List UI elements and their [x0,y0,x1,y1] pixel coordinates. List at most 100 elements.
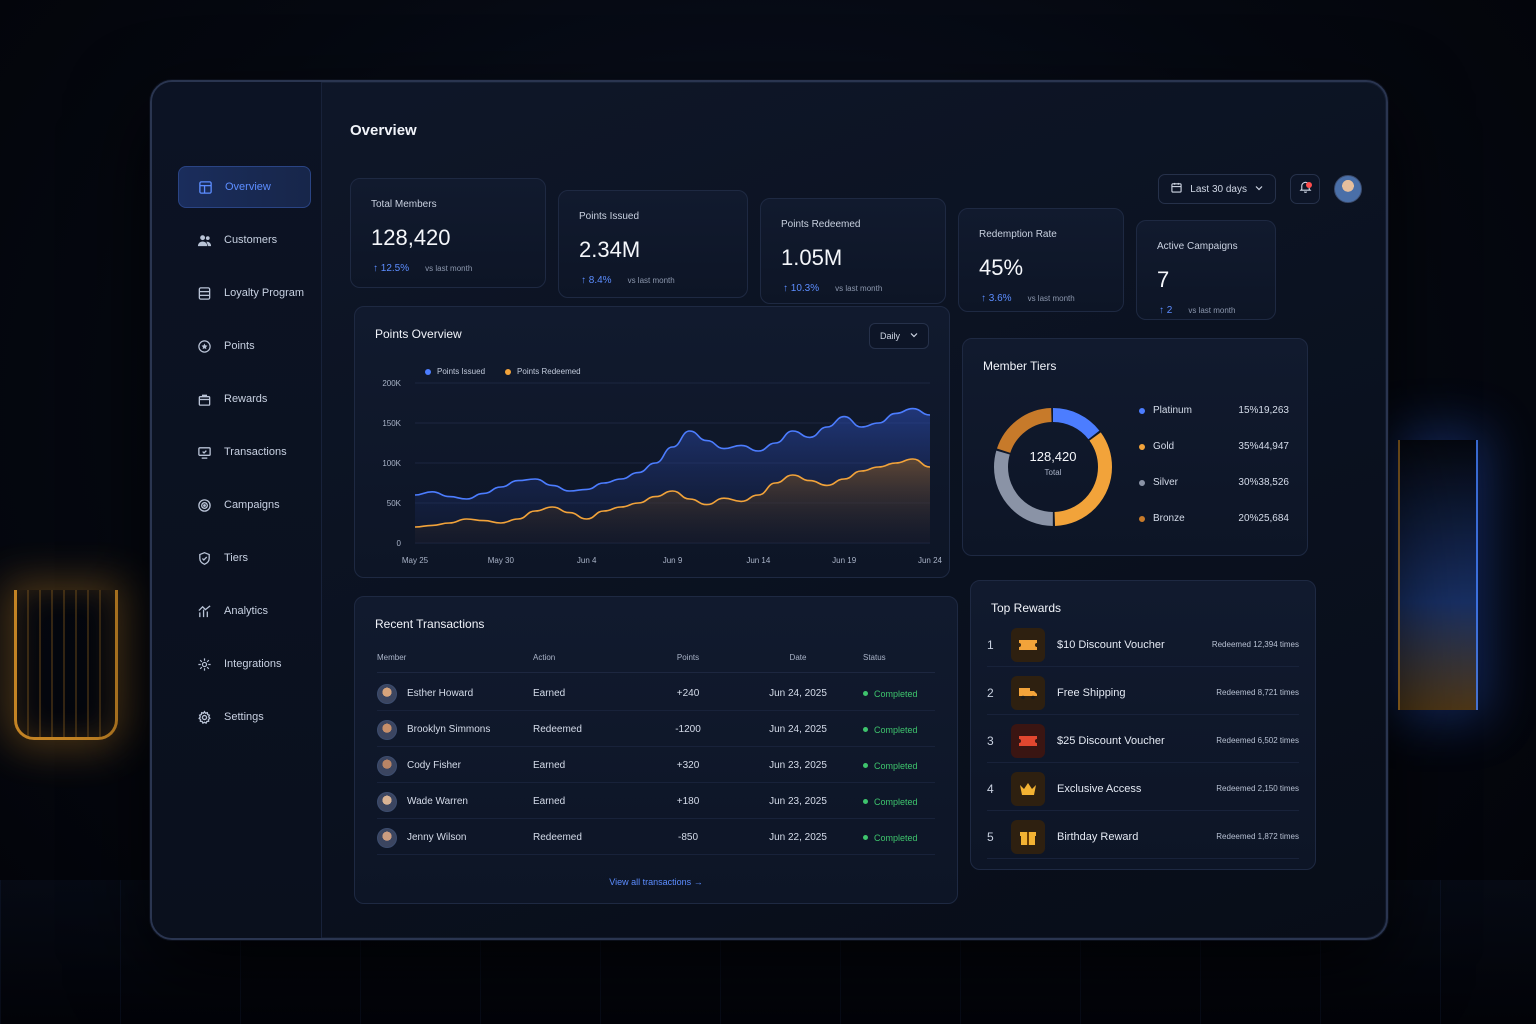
table-row[interactable]: Cody Fisher Earned +320 Jun 23, 2025 Complet… [377,749,935,783]
reward-item[interactable]: 4 Exclusive Access Redeemed 2,150 times [987,767,1299,811]
ambient-glow-left [14,590,118,740]
table-row[interactable]: Esther Howard Earned +240 Jun 24, 2025 Compl… [377,677,935,711]
stat-label: Total Members [371,199,437,210]
truck-icon [1011,675,1045,710]
reward-count: Redeemed 6,502 times [1216,736,1299,745]
action-cell: Earned [533,760,566,771]
shield-check-icon [196,550,212,566]
sidebar-item-points[interactable]: Points [178,325,311,367]
sidebar: Overview Customers Loyalty Program Point… [152,82,322,938]
points-cell: -850 [677,832,698,843]
sidebar-item-analytics[interactable]: Analytics [178,590,311,632]
donut-slice [994,408,1112,526]
arrow-up-icon: ↑ [581,275,589,286]
analytics-icon [196,603,212,619]
notification-badge [1306,182,1312,188]
users-icon [196,232,212,248]
donut-total: 128,420 [1029,449,1077,464]
calendar-icon [1171,182,1182,196]
reward-name: Exclusive Access [1057,782,1142,795]
transactions-header: Member Action Points Date Status [377,653,935,673]
date-range-value: Last 30 days [1190,183,1247,195]
sidebar-item-label: Tiers [224,552,249,564]
avatar [377,755,397,776]
sidebar-item-integrations[interactable]: Integrations [178,643,311,685]
user-avatar[interactable] [1334,175,1362,203]
x-tick-label: Jun 24 [918,556,943,565]
reward-item[interactable]: 2 Free Shipping Redeemed 8,721 times [987,671,1299,715]
sidebar-item-transactions[interactable]: Transactions [178,431,311,473]
series-line [414,407,931,500]
database-icon [196,285,212,301]
tier-row-platinum: Platinum 15% 19,263 [1139,405,1289,416]
sidebar-item-campaigns[interactable]: Campaigns [178,484,311,526]
series-line [414,458,931,528]
sidebar-item-label: Integrations [224,658,282,670]
donut-total-label: Total [1044,468,1062,477]
top-rewards-card: Top Rewards 1 $10 Discount Voucher Redeeme… [970,580,1316,870]
main-content: Overview Last 30 days Total Membe [322,82,1386,938]
gift-box-icon [196,391,212,407]
crown-icon [1011,771,1045,806]
table-row[interactable]: Jenny Wilson Redeemed -850 Jun 22, 2025 Comp… [377,821,935,855]
notifications-button[interactable] [1290,174,1320,204]
stat-delta: ↑ 3.6% vs last month [981,293,1075,304]
topbar-controls: Last 30 days [1158,174,1362,204]
transactions-title: Recent Transactions [375,617,485,631]
stat-card-active-campaigns: Active Campaigns 7 ↑ 2 vs last month [1136,220,1276,320]
reward-count: Redeemed 2,150 times [1216,784,1299,793]
legend-points-issued: Points Issued [425,367,485,376]
star-badge-icon [196,338,212,354]
reward-item[interactable]: 1 $10 Discount Voucher Redeemed 12,394 tim… [987,623,1299,667]
stat-label: Redemption Rate [979,229,1057,240]
y-tick-label: 150K [382,419,401,428]
reward-rank: 5 [987,829,994,844]
reward-name: $25 Discount Voucher [1057,734,1165,747]
date-range-select[interactable]: Last 30 days [1158,174,1276,204]
reward-item[interactable]: 5 Birthday Reward Redeemed 1,872 times [987,815,1299,859]
stat-delta: ↑ 12.5% vs last month [373,263,473,274]
sidebar-item-rewards[interactable]: Rewards [178,378,311,420]
table-row[interactable]: Brooklyn Simmons Redeemed -1200 Jun 24, 202… [377,713,935,747]
sidebar-item-customers[interactable]: Customers [178,219,311,261]
date-cell: Jun 23, 2025 [769,796,827,807]
sidebar-item-label: Analytics [224,605,269,617]
member-cell: Jenny Wilson [377,827,533,848]
avatar [377,719,397,740]
stat-delta: ↑ 8.4% vs last month [581,275,675,286]
dashboard-icon [197,179,213,195]
sidebar-item-label: Customers [224,234,278,246]
member-cell: Wade Warren [377,791,533,812]
gift-icon [1011,819,1045,854]
x-tick-label: Jun 14 [746,556,771,565]
tier-row-bronze: Bronze 20% 25,684 [1139,513,1289,524]
tier-row-silver: Silver 30% 38,526 [1139,477,1289,488]
gear-icon [196,709,212,725]
donut-center: 128,420 Total [983,449,1123,477]
sidebar-item-overview[interactable]: Overview [178,166,311,208]
donut-slice [994,408,1112,526]
interval-select[interactable]: Daily [868,323,929,349]
ambient-glow-right [1398,440,1478,710]
interval-value: Daily [879,331,900,341]
x-tick-label: May 25 [402,556,429,565]
reward-count: Redeemed 1,872 times [1216,832,1299,841]
sidebar-item-label: Campaigns [224,499,280,511]
stat-card-points-issued: Points Issued 2.34M ↑ 8.4% vs last month [558,190,748,298]
sidebar-item-loyalty-program[interactable]: Loyalty Program [178,272,311,314]
sidebar-item-tiers[interactable]: Tiers [178,537,311,579]
date-cell: Jun 23, 2025 [769,760,827,771]
ticket-icon [1011,627,1045,662]
ticket-icon [1011,723,1045,758]
reward-item[interactable]: 3 $25 Discount Voucher Redeemed 6,502 time… [987,719,1299,763]
table-row[interactable]: Wade Warren Earned +180 Jun 23, 2025 Complet… [377,785,935,819]
avatar [377,791,397,812]
x-tick-label: Jun 9 [663,556,683,565]
action-cell: Redeemed [533,724,582,735]
sidebar-item-settings[interactable]: Settings [178,696,311,738]
view-all-transactions-link[interactable]: View all transactions → [609,877,703,887]
stat-label: Points Redeemed [781,219,861,230]
donut-slice [994,408,1112,526]
stat-value: 2.34M [579,237,641,262]
